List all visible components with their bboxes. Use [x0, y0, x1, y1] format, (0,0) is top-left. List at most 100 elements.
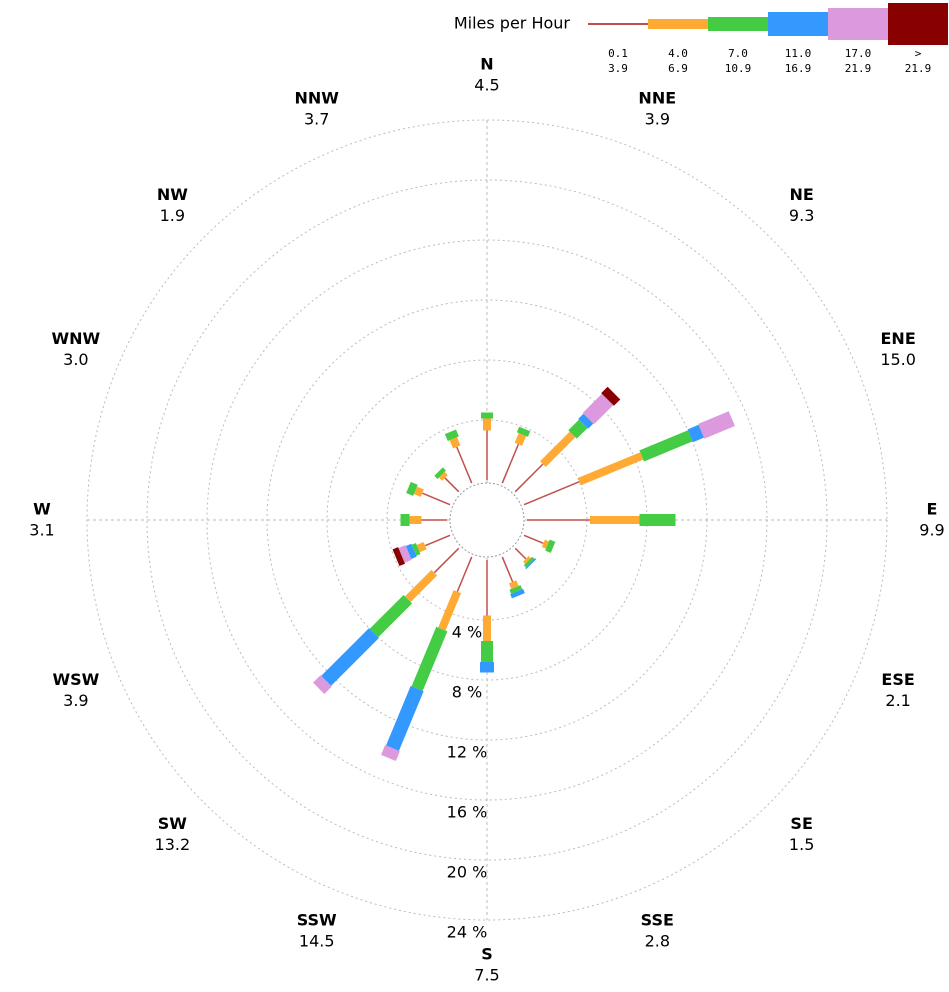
bar-segment — [480, 662, 494, 673]
direction-label: NE — [789, 185, 813, 204]
direction-bars — [481, 412, 493, 480]
direction-total: 4.5 — [474, 76, 499, 95]
bar-segment — [483, 418, 491, 431]
legend-label: 21.9 — [905, 62, 932, 75]
bar-segment — [405, 543, 417, 559]
direction-total: 3.9 — [645, 109, 670, 128]
legend-swatch — [888, 3, 948, 45]
bar-segment — [514, 433, 527, 446]
legend-swatch — [588, 23, 648, 25]
direction-bars — [480, 560, 494, 673]
bar-segment — [421, 519, 447, 521]
bar-segment — [434, 467, 446, 479]
bar-segment — [481, 412, 493, 419]
direction-bars — [523, 534, 556, 553]
direction-label: NNE — [638, 88, 676, 107]
direction-bars — [527, 514, 676, 526]
bar-segment — [486, 430, 488, 480]
direction-bars — [501, 556, 525, 599]
bar-segment — [392, 547, 405, 567]
bar-segment — [523, 481, 580, 506]
bar-segment — [416, 541, 427, 553]
legend-label: 6.9 — [668, 62, 688, 75]
bar-segment — [523, 556, 531, 564]
direction-bars — [514, 386, 621, 493]
bar-segment — [687, 424, 705, 443]
ring-label: 16 % — [447, 803, 488, 822]
legend-label: 11.0 — [785, 47, 812, 60]
direction-label: S — [481, 945, 493, 964]
direction-bars — [523, 411, 735, 506]
direction-label: SSE — [641, 911, 674, 930]
legend-label: 10.9 — [725, 62, 752, 75]
bar-segment — [321, 628, 379, 686]
ring-label: 8 % — [452, 683, 482, 702]
direction-bars — [501, 426, 531, 484]
direction-bars — [381, 556, 473, 761]
grid-ring — [86, 119, 888, 921]
bar-segment — [386, 685, 424, 751]
bar-segment — [514, 547, 527, 560]
direction-total: 3.9 — [63, 691, 88, 710]
direction-label: N — [480, 55, 493, 74]
bars — [313, 386, 735, 761]
legend-swatch — [828, 8, 888, 40]
direction-bars — [313, 547, 460, 694]
bar-segment — [568, 419, 588, 439]
bar-segment — [481, 641, 493, 662]
bar-segment — [409, 516, 422, 524]
bar-segment — [577, 452, 644, 486]
bar-segment — [639, 430, 693, 462]
bar-segment — [639, 514, 676, 526]
direction-label: SW — [158, 814, 188, 833]
bar-segment — [406, 481, 418, 496]
direction-bars — [514, 547, 537, 570]
bar-segment — [398, 545, 412, 563]
legend: 0.1 3.9 4.0 6.9 7.0 10.9 11.0 16.9 17.0 21.9 >21.9 — [588, 3, 948, 75]
direction-label: ENE — [881, 329, 916, 348]
bar-segment — [456, 446, 473, 484]
bar-segment — [483, 615, 491, 641]
bar-segment — [510, 588, 525, 599]
legend-label: 3.9 — [608, 62, 628, 75]
grid-ring — [146, 179, 828, 861]
bar-segment — [424, 534, 451, 547]
direction-total: 2.1 — [885, 691, 910, 710]
bar-segment — [449, 437, 461, 449]
bar-segment — [582, 393, 614, 425]
bar-segment — [508, 580, 519, 589]
bar-segment — [501, 556, 514, 583]
direction-total: 9.3 — [789, 206, 814, 225]
direction-label: WNW — [52, 329, 101, 348]
bar-segment — [523, 556, 535, 568]
bar-segment — [590, 516, 640, 524]
calm-circle — [449, 482, 525, 558]
bar-segment — [381, 745, 400, 761]
ring-label: 20 % — [447, 863, 488, 882]
direction-bars — [392, 534, 451, 567]
bar-segment — [400, 514, 410, 526]
ring-label: 12 % — [447, 743, 488, 762]
bar-segment — [411, 626, 448, 691]
bar-segment — [509, 585, 523, 594]
legend-label: 16.9 — [785, 62, 812, 75]
bar-segment — [486, 560, 488, 616]
bar-segment — [514, 463, 544, 493]
bar-segment — [456, 556, 473, 592]
bar-segment — [413, 486, 424, 497]
bar-segment — [433, 547, 460, 574]
legend-label: 21.9 — [845, 62, 872, 75]
legend-label: 4.0 — [668, 47, 688, 60]
bar-segment — [444, 477, 460, 493]
bar-segment — [601, 386, 621, 406]
legend-label: > — [915, 47, 922, 60]
direction-label: W — [33, 500, 51, 519]
bar-segment — [422, 492, 451, 506]
direction-total: 13.2 — [155, 835, 191, 854]
direction-total: 2.8 — [645, 932, 670, 951]
bar-segment — [444, 429, 459, 441]
direction-total: 15.0 — [880, 350, 916, 369]
direction-total: 1.5 — [789, 835, 814, 854]
direction-label: SE — [790, 814, 812, 833]
